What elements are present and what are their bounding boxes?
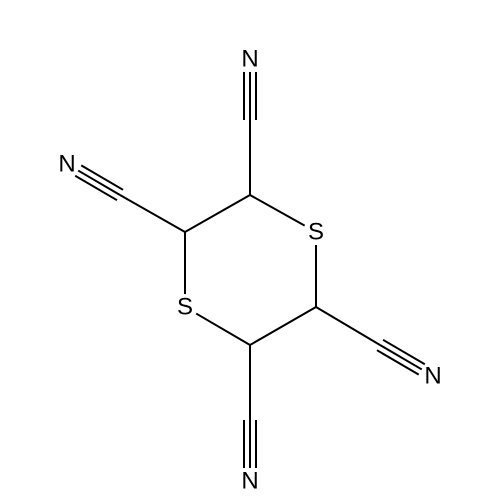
bond-line bbox=[383, 340, 425, 364]
atom-label-n: N bbox=[241, 46, 258, 73]
bond-line bbox=[81, 165, 123, 189]
atom-label-n: N bbox=[58, 151, 75, 178]
bond-line bbox=[78, 171, 120, 195]
bond-line bbox=[316, 307, 380, 345]
atom-label-n: N bbox=[424, 363, 441, 390]
bond-line bbox=[250, 307, 316, 345]
atom-label-s: S bbox=[177, 294, 193, 321]
bond-line bbox=[377, 350, 419, 374]
bond-line bbox=[250, 195, 305, 226]
bond-line bbox=[75, 176, 117, 200]
atom-label-n: N bbox=[241, 468, 258, 495]
bond-line bbox=[185, 195, 250, 232]
atom-label-s: S bbox=[308, 219, 324, 246]
bond-line bbox=[196, 314, 250, 345]
bond-line bbox=[120, 195, 185, 232]
bond-line bbox=[380, 345, 422, 369]
bonds-layer bbox=[75, 72, 425, 468]
molecule-canvas: S S N N N N bbox=[0, 0, 500, 500]
